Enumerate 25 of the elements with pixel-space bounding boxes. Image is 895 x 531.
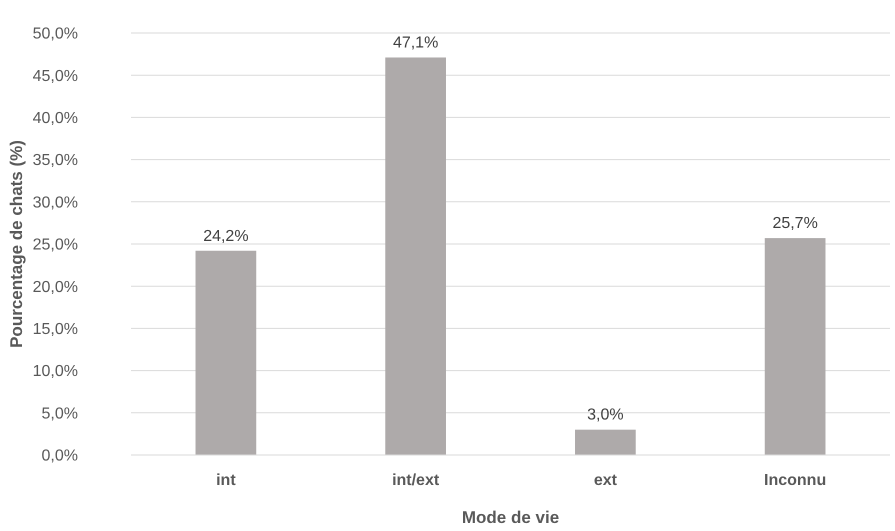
y-tick-label: 10,0% [32,363,78,380]
x-tick-label: Inconnu [764,472,826,489]
x-tick-label: ext [594,472,618,489]
y-tick-label: 15,0% [32,321,78,338]
bar [764,238,826,455]
data-label: 25,7% [772,215,818,232]
x-axis-title: Mode de vie [462,508,560,527]
data-label: 24,2% [203,228,249,245]
y-axis-title: Pourcentage de chats (%) [7,140,26,348]
data-label: 47,1% [392,34,438,52]
y-tick-label: 30,0% [32,194,78,212]
y-tick-label: 25,0% [32,236,78,254]
bar [196,250,256,455]
bar [575,430,636,455]
bar [385,57,446,455]
x-tick-label: int [216,472,236,489]
y-tick-label: 20,0% [32,278,78,296]
y-tick-label: 45,0% [32,68,78,85]
y-tick-label: 5,0% [42,405,78,422]
y-tick-label: 40,0% [32,110,78,127]
y-tick-label: 50,0% [32,26,78,43]
y-tick-label: 35,0% [32,152,78,170]
data-label: 3,0% [587,406,624,424]
x-tick-label: int/ext [392,472,440,489]
y-tick-label: 0,0% [42,448,78,465]
